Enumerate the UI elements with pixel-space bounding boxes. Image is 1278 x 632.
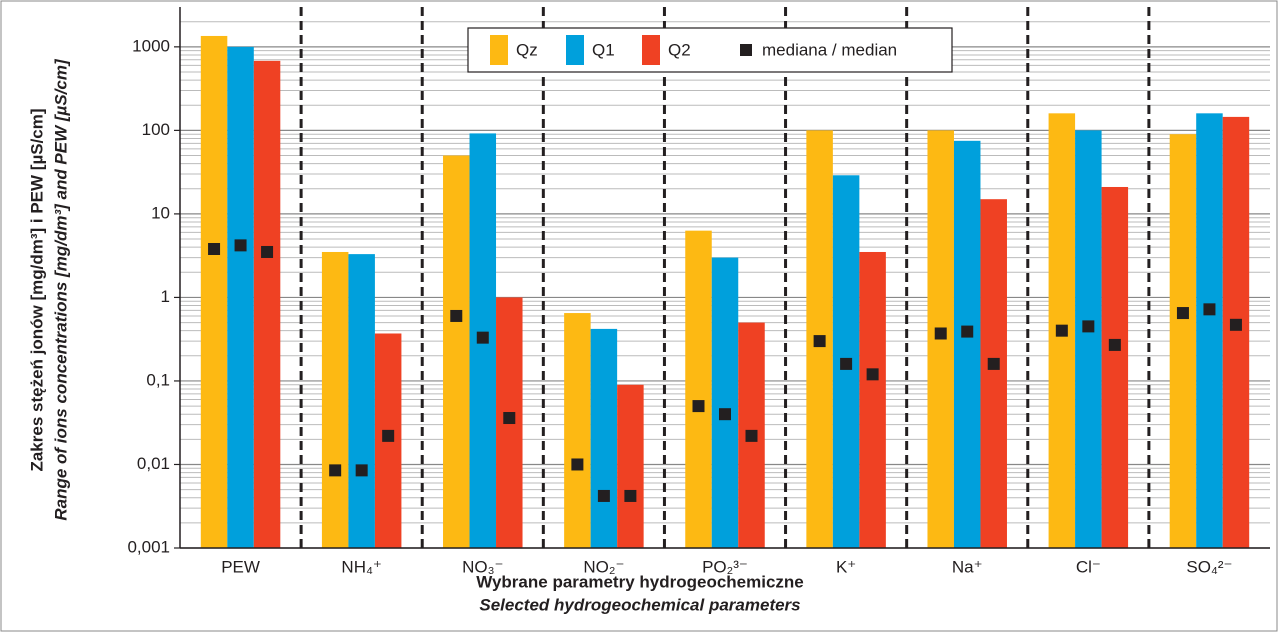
- x-tick-label: Cl⁻: [1076, 557, 1101, 576]
- x-tick-label: K⁺: [836, 557, 856, 576]
- y-tick-label: 0,001: [127, 537, 170, 556]
- median-marker: [987, 357, 1000, 370]
- median-marker: [597, 489, 610, 502]
- bar: [980, 199, 1007, 548]
- legend-box: [467, 27, 953, 73]
- median-marker: [261, 245, 274, 258]
- bar: [1196, 113, 1223, 549]
- bar: [685, 230, 712, 548]
- bar: [711, 257, 739, 548]
- y-tick-label: 0,01: [137, 454, 170, 473]
- legend-label: Q2: [668, 40, 691, 59]
- bar: [564, 313, 591, 548]
- legend-swatch: [490, 35, 508, 65]
- x-tick-label: NO₃⁻: [462, 557, 503, 576]
- plot: 0,001 0,01 0,1 1 10 100 1000 PEW NH₄⁺ NO₃⁻ NO₂⁻ PO₂…: [127, 7, 1270, 576]
- legend-label: mediana / median: [762, 40, 897, 59]
- median-marker: [450, 309, 463, 322]
- legend-swatch: [740, 44, 752, 56]
- legend-swatch: [642, 35, 660, 65]
- y-tick-label: 1: [161, 287, 170, 306]
- y-axis-label: Zakres stężeń jonów [mg/dm³] i PEW [µS/c…: [27, 108, 46, 471]
- bar: [953, 140, 981, 548]
- y-tick-label: 100: [142, 120, 170, 139]
- legend-label: Q1: [592, 40, 615, 59]
- median-marker: [1203, 303, 1216, 316]
- legend-label: Qz: [516, 40, 538, 59]
- median-marker: [476, 331, 489, 344]
- legend-swatch: [566, 35, 584, 65]
- median-marker: [1176, 307, 1189, 320]
- x-tick-label: NH₄⁺: [341, 557, 381, 576]
- bar: [348, 254, 375, 548]
- bar: [443, 155, 470, 548]
- bar: [321, 251, 349, 549]
- median-marker: [692, 400, 705, 413]
- bar: [1101, 186, 1129, 548]
- x-axis-label: Wybrane parametry hydrogeochemiczne: [476, 572, 804, 591]
- y-tick-label: 0,1: [146, 370, 170, 389]
- median-marker: [866, 368, 879, 381]
- median-marker: [1229, 318, 1242, 331]
- x-tick-label: SO₄²⁻: [1186, 557, 1232, 576]
- median-marker: [1108, 338, 1121, 351]
- median-marker: [624, 489, 637, 502]
- median-marker: [208, 242, 221, 255]
- bar: [1075, 130, 1102, 548]
- median-marker: [234, 239, 247, 252]
- median-marker: [1055, 324, 1068, 337]
- bar: [253, 60, 281, 548]
- median-marker: [813, 335, 826, 348]
- x-tick-label: PEW: [221, 557, 260, 576]
- median-marker: [1082, 320, 1095, 333]
- y-tick-label: 10: [151, 203, 170, 222]
- y-axis-label-en: Range of ions concentrations [mg/dm³] an…: [51, 58, 70, 521]
- y-tick-label: 1000: [132, 36, 170, 55]
- median-marker: [329, 464, 342, 477]
- median-marker: [382, 429, 395, 442]
- median-marker: [840, 357, 853, 370]
- bar: [617, 384, 644, 548]
- x-tick-label: PO₂³⁻: [702, 557, 748, 576]
- median-marker: [719, 408, 731, 421]
- bar: [590, 328, 618, 548]
- bar: [1169, 134, 1197, 548]
- x-tick-label: NO₂⁻: [583, 557, 624, 576]
- x-tick-label: Na⁺: [952, 557, 983, 576]
- bar: [227, 46, 254, 548]
- median-marker: [355, 464, 368, 477]
- median-marker: [745, 429, 758, 442]
- median-marker: [571, 458, 584, 471]
- median-marker: [961, 325, 974, 338]
- bar: [1222, 116, 1250, 548]
- bar: [200, 35, 228, 549]
- median-marker: [503, 412, 516, 425]
- median-marker: [934, 327, 947, 340]
- bar: [859, 251, 886, 549]
- x-axis-label-en: Selected hydrogeochemical parameters: [479, 595, 800, 614]
